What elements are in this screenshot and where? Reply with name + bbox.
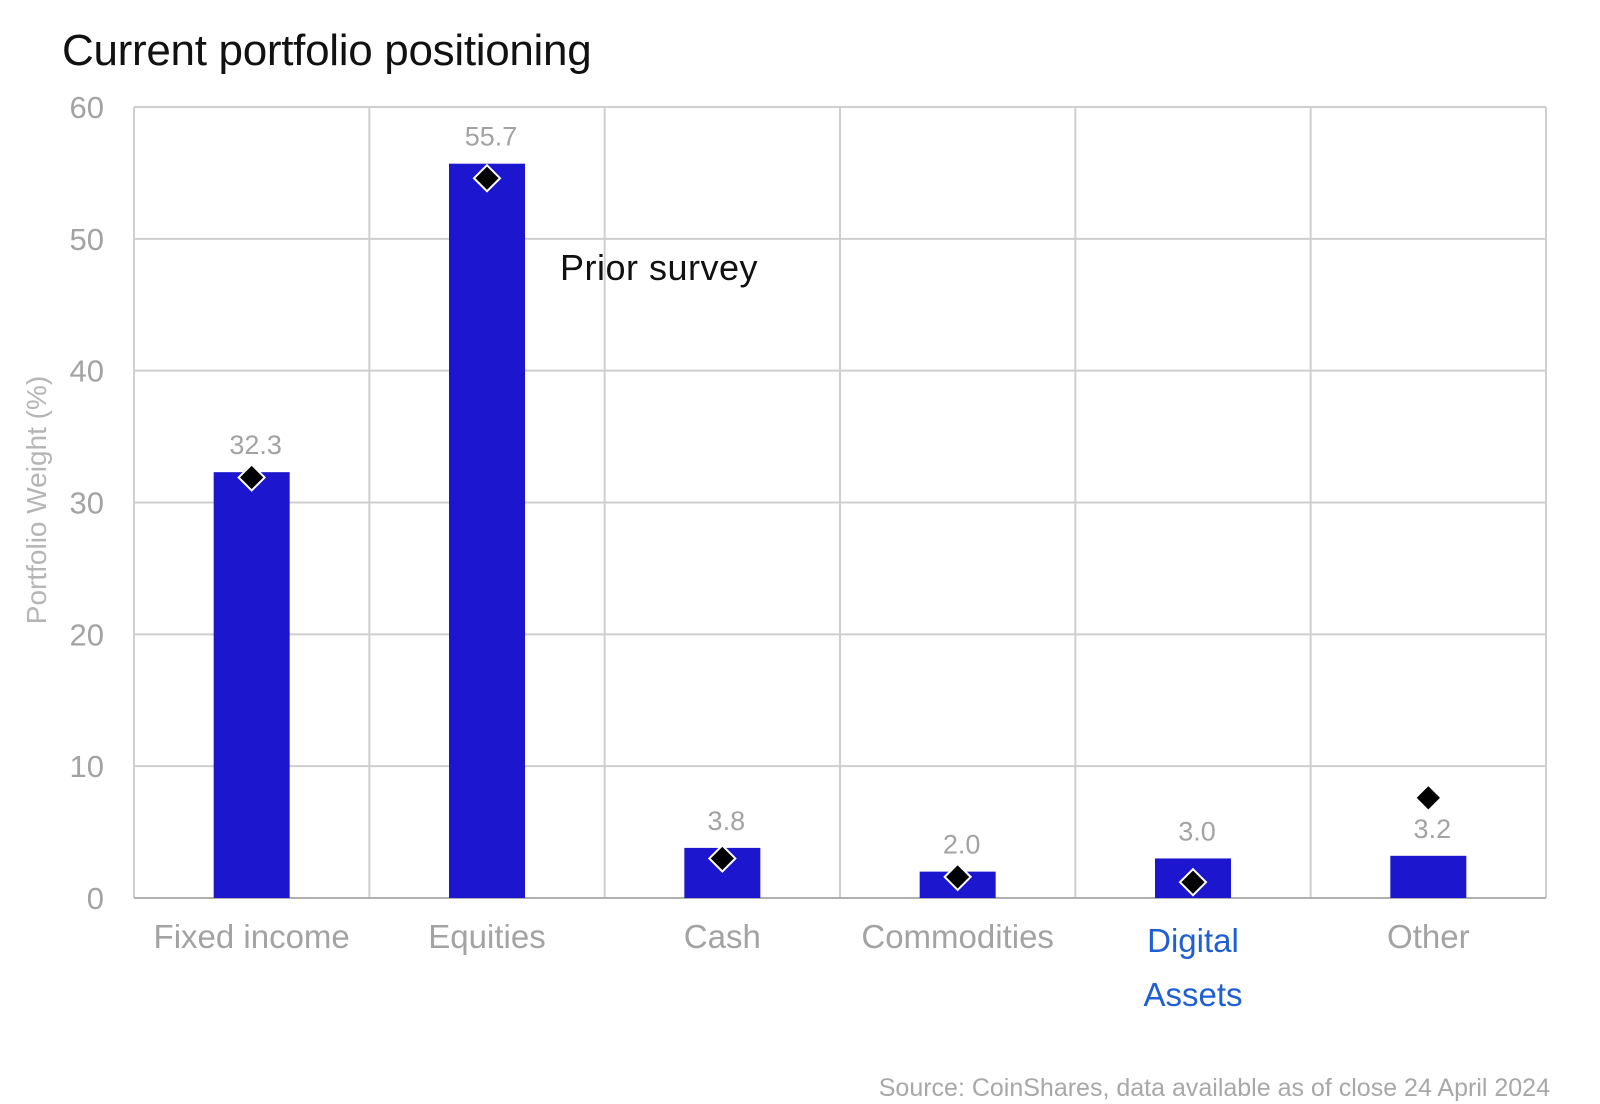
x-tick-label: Digital Assets (1143, 922, 1242, 1013)
grid-layer (133, 106, 1547, 899)
prior-survey-marker (943, 862, 973, 892)
bar-equities (449, 163, 525, 898)
prior-survey-marker (707, 844, 737, 873)
y-axis-title: Portfolio Weight (%) (21, 376, 52, 624)
data-label: 3.8 (708, 806, 746, 836)
y-tick-label: 10 (70, 749, 104, 784)
label-layer: 0 10 20 30 40 50 60 32.3 Fixed income 55.7 Equitie… (70, 90, 1470, 1013)
y-tick-label: 50 (70, 222, 104, 257)
x-tick-label-line: Digital (1147, 922, 1239, 959)
bar-other (1390, 855, 1467, 898)
prior-survey-marker (237, 463, 267, 492)
x-tick-label: Commodities (861, 918, 1054, 955)
data-label: 3.2 (1414, 814, 1452, 844)
bar-layer (213, 163, 1467, 898)
y-tick-label: 20 (70, 617, 104, 652)
marker-layer (237, 163, 1443, 897)
x-tick-label: Fixed income (154, 918, 350, 955)
bar-fixed-income (213, 472, 290, 898)
data-label: 32.3 (229, 430, 282, 460)
y-tick-label: 30 (70, 486, 104, 521)
data-label: 55.7 (465, 122, 518, 152)
data-label: 3.0 (1178, 816, 1216, 846)
x-tick-label: Other (1387, 918, 1470, 955)
x-tick-label-line: Assets (1143, 976, 1242, 1013)
chart-title: Current portfolio positioning (62, 26, 592, 75)
x-tick-label: Cash (684, 918, 761, 955)
prior-survey-marker (472, 163, 502, 193)
y-tick-label: 60 (70, 90, 104, 125)
y-tick-label: 40 (70, 354, 104, 389)
prior-survey-annotation: Prior survey (560, 247, 758, 288)
prior-survey-marker (1413, 783, 1443, 813)
data-label: 2.0 (943, 830, 981, 860)
y-tick-label: 0 (87, 881, 104, 916)
prior-survey-marker (1178, 867, 1208, 897)
x-tick-label: Equities (428, 918, 545, 955)
source-note: Source: CoinShares, data available as of… (878, 1074, 1550, 1102)
